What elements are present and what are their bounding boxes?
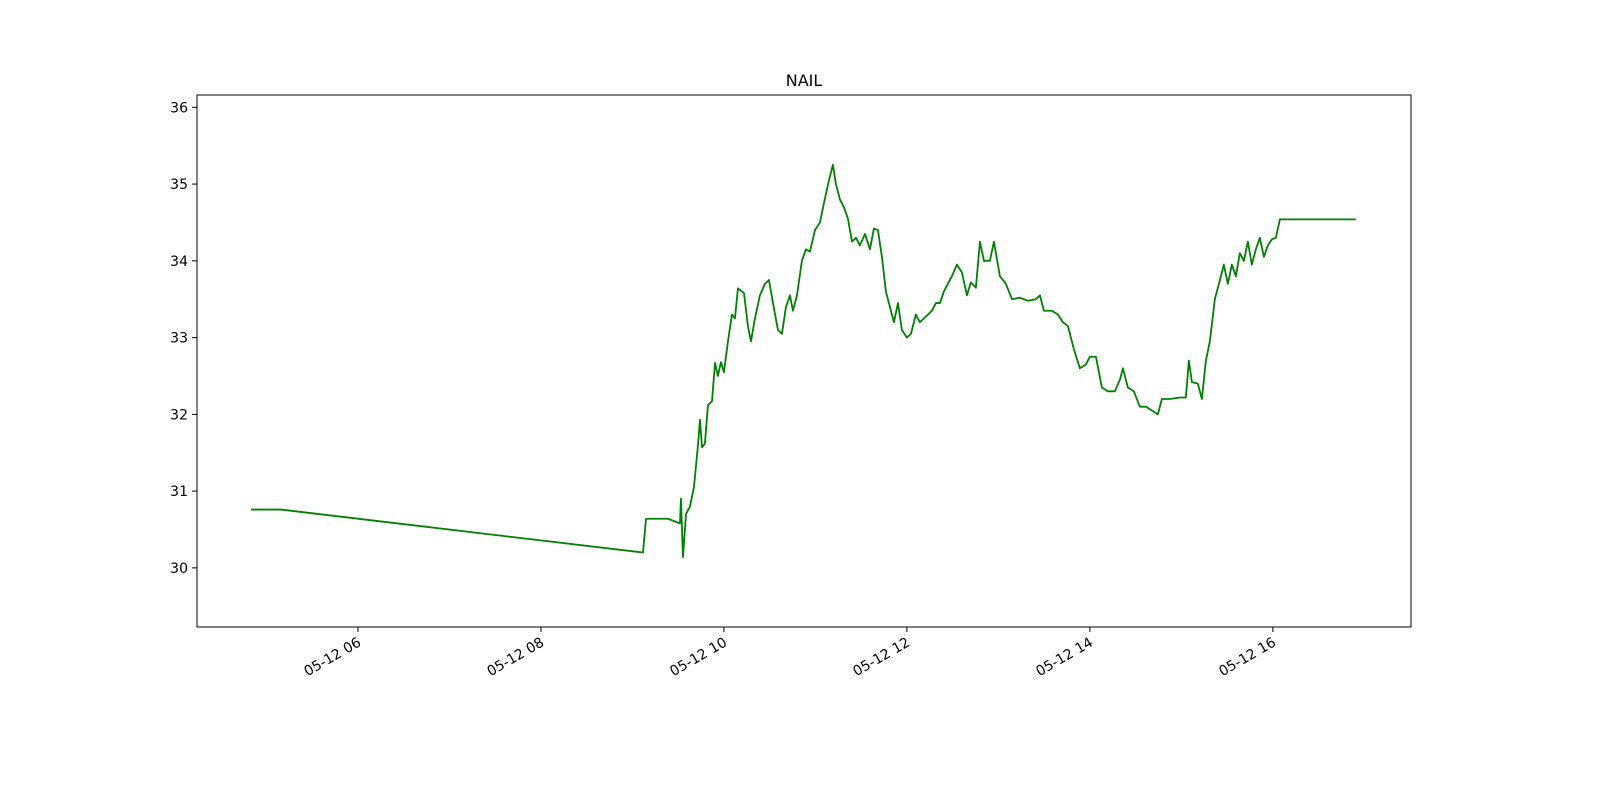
x-tick-label: 05-12 16 xyxy=(1216,635,1279,680)
y-tick-label: 33 xyxy=(170,331,188,347)
x-tick-label: 05-12 08 xyxy=(484,635,547,680)
x-tick-label: 05-12 14 xyxy=(1033,635,1096,680)
y-tick-label: 30 xyxy=(170,561,188,577)
chart-title: NAIL xyxy=(786,71,823,90)
y-tick-label: 35 xyxy=(170,177,188,193)
x-tick-label: 05-12 12 xyxy=(850,635,913,680)
x-tick-label: 05-12 10 xyxy=(667,635,730,680)
y-tick-label: 32 xyxy=(170,407,188,423)
x-tick-label: 05-12 06 xyxy=(301,635,364,680)
price-line xyxy=(251,163,1356,559)
y-tick-label: 34 xyxy=(170,254,188,270)
y-tick-label: 31 xyxy=(170,484,188,500)
axes-frame xyxy=(196,94,1412,628)
y-tick-label: 36 xyxy=(170,100,188,116)
